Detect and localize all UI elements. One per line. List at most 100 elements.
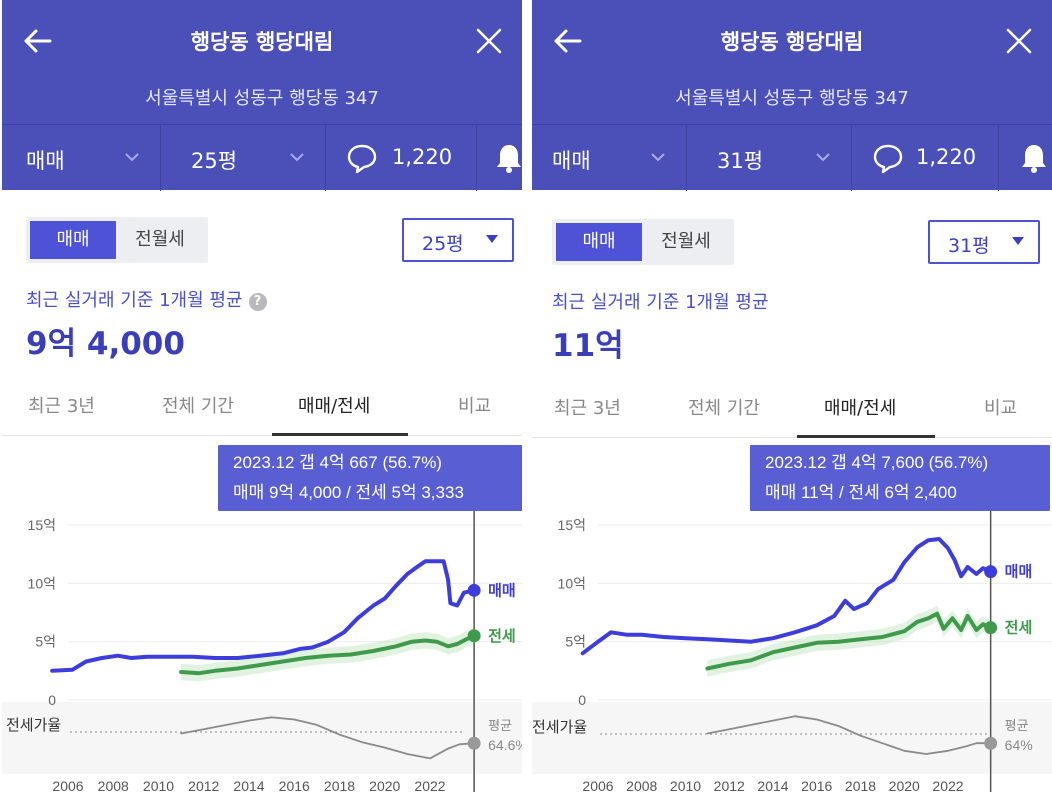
segment-rent[interactable]: 전월세 — [661, 231, 711, 252]
comments-button[interactable]: 1,220 — [852, 125, 998, 191]
close-icon[interactable] — [1004, 26, 1034, 56]
y-tick-label: 10억 — [558, 575, 586, 591]
bell-icon — [497, 145, 521, 173]
endpoint-jeonse — [467, 629, 481, 643]
tab-recent-3y[interactable]: 최근 3년 — [28, 396, 95, 417]
endpoint-ratio — [467, 736, 481, 750]
filter-toolbar: 매매 31평 1,220 — [532, 124, 1052, 191]
period-tabs: 최근 3년 전체 기간 매매/전세 비교 — [532, 378, 1052, 438]
tab-all-period[interactable]: 전체 기간 — [162, 396, 234, 417]
x-tick-label: 2016 — [279, 778, 310, 794]
x-tick-label: 2010 — [143, 778, 174, 794]
y-tick-label: 0 — [48, 692, 56, 708]
arrow-left-icon[interactable] — [550, 24, 584, 58]
series-line-sale — [580, 537, 993, 656]
trade-type-dropdown[interactable]: 매매 — [532, 125, 686, 191]
x-tick-label: 2020 — [369, 778, 400, 794]
x-tick-label: 2012 — [188, 778, 219, 794]
area-dropdown[interactable]: 31평 — [687, 125, 851, 191]
avg-price-label: 최근 실거래 기준 1개월 평균 — [552, 292, 769, 313]
endpoint-sale — [467, 583, 481, 597]
x-tick-label: 2012 — [714, 778, 745, 794]
endpoint-jeonse — [984, 621, 998, 635]
speech-bubble-icon — [873, 144, 903, 174]
tab-sale-jeonse[interactable]: 매매/전세 — [824, 398, 897, 419]
x-tick-label: 2016 — [801, 778, 832, 794]
comment-count: 1,220 — [392, 145, 453, 169]
speech-bubble-icon — [347, 144, 377, 174]
y-tick-label: 15억 — [558, 517, 586, 533]
tooltip-box — [750, 445, 1050, 511]
header: 행당동 행당대림 서울특별시 성동구 행당동 347 — [532, 0, 1052, 124]
area-label: 31평 — [717, 149, 764, 173]
x-tick-label: 2006 — [582, 778, 613, 794]
alert-button[interactable] — [999, 125, 1052, 191]
y-tick-label: 5억 — [565, 634, 586, 650]
x-tick-label: 2018 — [324, 778, 355, 794]
chevron-down-icon — [290, 153, 304, 162]
series-line-sale — [50, 559, 477, 673]
segment-sale[interactable]: 매매 — [556, 223, 642, 261]
ratio-avg-value: 64.6% — [488, 737, 522, 753]
comments-button[interactable]: 1,220 — [326, 125, 476, 191]
y-tick-label: 5억 — [35, 634, 56, 650]
series-line-jeonse — [705, 611, 993, 671]
trade-type-label: 매매 — [552, 149, 591, 173]
apartment-panel-31: 행당동 행당대림 서울특별시 성동구 행당동 347 매매 31평 1,220 … — [532, 0, 1052, 809]
ratio-band — [532, 702, 1052, 774]
tooltip-line2: 매매 11억 / 전세 6억 2,400 — [765, 483, 957, 502]
tab-recent-3y[interactable]: 최근 3년 — [554, 398, 621, 419]
endpoint-ratio — [984, 736, 998, 750]
x-tick-label: 2008 — [98, 778, 129, 794]
close-icon[interactable] — [474, 26, 504, 56]
size-select[interactable]: 31평 — [928, 220, 1040, 264]
chevron-down-icon — [816, 153, 830, 162]
segment-rent[interactable]: 전월세 — [135, 229, 185, 250]
tab-sale-jeonse[interactable]: 매매/전세 — [298, 396, 371, 417]
ratio-axis-label: 전세가율 — [6, 717, 61, 734]
header: 행당동 행당대림 서울특별시 성동구 행당동 347 — [2, 0, 522, 124]
x-tick-label: 2014 — [757, 778, 788, 794]
x-tick-label: 2018 — [845, 778, 876, 794]
tooltip-line1: 2023.12 갭 4억 7,600 (56.7%) — [765, 453, 988, 472]
tab-all-period[interactable]: 전체 기간 — [688, 398, 760, 419]
caret-down-icon — [1012, 237, 1024, 245]
trade-type-dropdown[interactable]: 매매 — [2, 125, 160, 191]
trade-segment: 매매 전월세 — [552, 219, 734, 265]
x-tick-label: 2020 — [889, 778, 920, 794]
arrow-left-icon[interactable] — [20, 24, 54, 58]
tooltip-line2: 매매 9억 4,000 / 전세 5억 3,333 — [233, 483, 464, 502]
series-line-ratio — [706, 715, 992, 755]
tab-compare[interactable]: 비교 — [984, 398, 1018, 419]
tab-compare[interactable]: 비교 — [458, 396, 492, 417]
avg-price-label: 최근 실거래 기준 1개월 평균? — [26, 286, 267, 312]
chevron-down-icon — [125, 153, 139, 162]
period-tabs: 최근 3년 전체 기간 매매/전세 비교 — [2, 376, 522, 436]
tooltip-box — [218, 445, 522, 511]
y-tick-label: 15억 — [28, 517, 56, 533]
y-tick-label: 0 — [578, 692, 586, 708]
avg-price: 9억 4,000 — [26, 326, 185, 362]
segment-sale[interactable]: 매매 — [30, 221, 116, 259]
series-line-ratio — [180, 716, 475, 760]
x-tick-label: 2022 — [414, 778, 445, 794]
end-label-jeonse: 전세 — [1005, 620, 1033, 637]
active-tab-indicator — [272, 433, 408, 436]
end-label-jeonse: 전세 — [488, 628, 516, 645]
x-tick-label: 2022 — [932, 778, 963, 794]
endpoint-sale — [984, 565, 998, 579]
bell-icon — [1022, 145, 1046, 173]
chevron-down-icon — [651, 153, 665, 162]
y-tick-label: 10억 — [28, 575, 56, 591]
area-dropdown[interactable]: 25평 — [161, 125, 325, 191]
question-icon[interactable]: ? — [248, 293, 267, 311]
alert-button[interactable] — [477, 125, 522, 191]
ratio-avg-value: 64% — [1005, 737, 1033, 753]
avg-price: 11억 — [552, 328, 624, 364]
x-tick-label: 2014 — [233, 778, 264, 794]
size-select[interactable]: 25평 — [402, 218, 514, 262]
page-title: 행당동 행당대림 — [190, 30, 334, 54]
area-label: 25평 — [191, 149, 238, 173]
